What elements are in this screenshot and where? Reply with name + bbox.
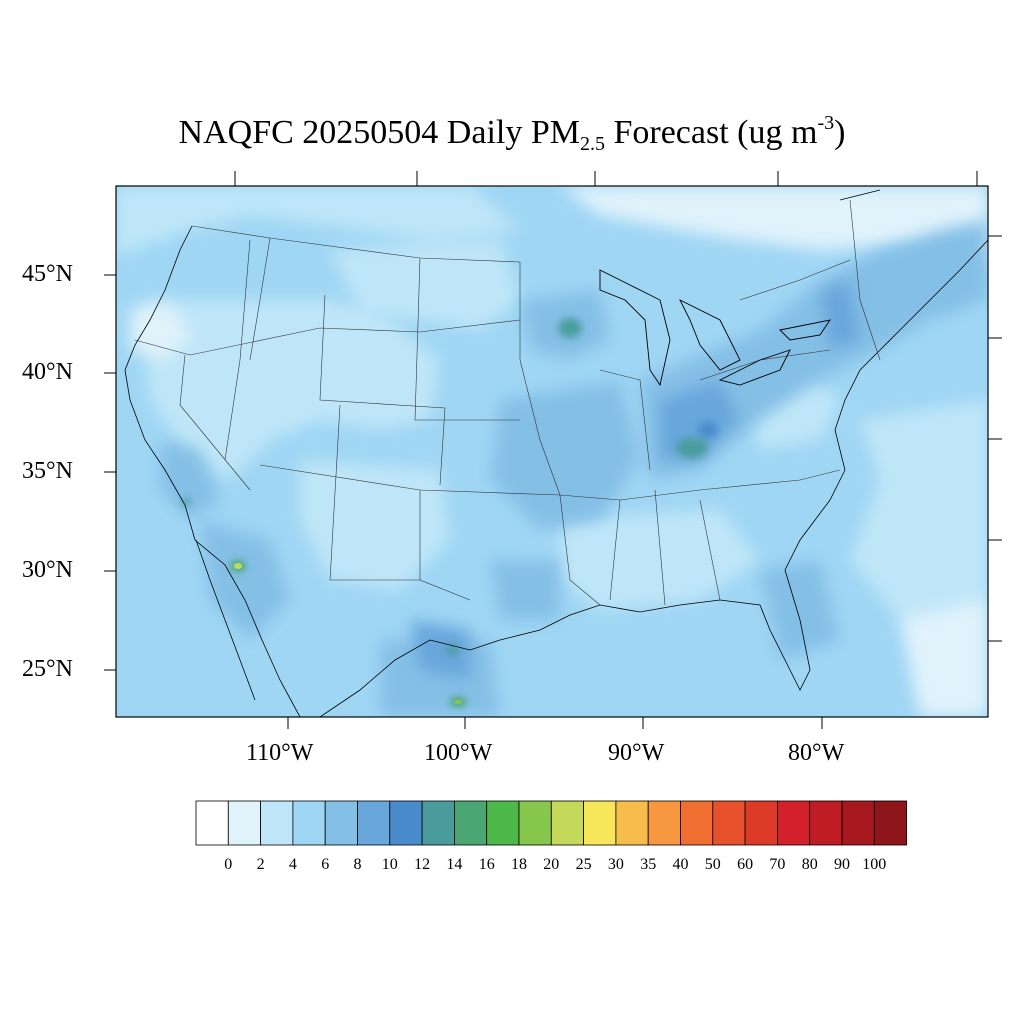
lat-ticks <box>104 274 116 671</box>
colorbar-swatch <box>453 800 488 846</box>
title-subscript: 2.5 <box>579 133 605 155</box>
colorbar-swatch <box>777 800 811 846</box>
title-superscript: -3 <box>817 112 835 134</box>
colorbar-tick-label: 100 <box>862 856 887 873</box>
coastlines <box>124 189 988 717</box>
colorbar-swatch <box>841 800 875 846</box>
colorbar-swatch <box>357 800 391 846</box>
title-middle: Forecast (ug m <box>604 114 818 151</box>
colorbar-swatch <box>518 800 552 846</box>
great-lakes <box>599 269 831 387</box>
lat-label-25: 25°N <box>22 656 73 682</box>
colorbar-tick-label: 14 <box>446 856 463 873</box>
lon-ticks <box>287 717 823 729</box>
colorbar-tick-label: 30 <box>607 856 624 873</box>
colorbar-swatch <box>680 800 714 846</box>
colorbar-tick-label: 50 <box>704 856 721 873</box>
colorbar-swatch <box>583 800 617 846</box>
colorbar-tick-label: 20 <box>543 856 560 873</box>
colorbar-tick-label: 18 <box>511 856 527 873</box>
top-ticks <box>234 171 978 186</box>
colorbar-tick-label: 0 <box>224 856 233 873</box>
colorbar-tick-label: 60 <box>737 856 754 873</box>
colorbar-swatch <box>227 800 262 846</box>
colorbar-swatch <box>195 800 229 846</box>
colorbar-swatch <box>615 800 649 846</box>
colorbar-swatch <box>647 800 681 846</box>
colorbar-tick-label: 25 <box>575 856 592 873</box>
colorbar-swatch <box>550 800 584 846</box>
title-suffix: ) <box>834 114 846 151</box>
colorbar-tick-label: 6 <box>321 856 330 873</box>
lat-label-30: 30°N <box>22 557 73 583</box>
colorbar-swatch <box>712 800 746 846</box>
colorbar-tick-label: 10 <box>381 856 398 873</box>
colorbar <box>195 800 907 846</box>
lat-label-35: 35°N <box>22 458 73 484</box>
colorbar-swatch <box>744 800 778 846</box>
colorbar-swatch <box>873 800 907 846</box>
colorbar-tick-label: 4 <box>288 856 297 873</box>
colorbar-tick-label: 8 <box>353 856 362 873</box>
colorbar-swatch <box>421 800 455 846</box>
colorbar-swatch <box>809 800 843 846</box>
colorbar-swatch <box>260 800 294 846</box>
colorbar-tick-label: 40 <box>672 856 689 873</box>
concentration-field <box>116 186 988 717</box>
lon-label-110w: 110°W <box>246 740 314 766</box>
colorbar-swatch <box>389 800 423 846</box>
title-prefix: NAQFC 20250504 Daily PM <box>178 114 580 151</box>
colorbar-swatch <box>486 800 520 846</box>
colorbar-tick-label: 35 <box>640 856 657 873</box>
colorbar-tick-label: 16 <box>478 856 495 873</box>
lon-label-100w: 100°W <box>424 740 493 766</box>
lat-label-40: 40°N <box>22 359 73 385</box>
right-ticks <box>988 235 1002 642</box>
lon-label-90w: 90°W <box>608 740 665 766</box>
colorbar-swatch <box>292 800 326 846</box>
map-title: NAQFC 20250504 Daily PM2.5 Forecast (ug … <box>0 112 1024 156</box>
colorbar-tick-label: 12 <box>414 856 431 873</box>
colorbar-tick-label: 80 <box>801 856 818 873</box>
map-frame <box>115 185 989 718</box>
colorbar-tick-label: 90 <box>834 856 850 873</box>
colorbar-tick-label: 2 <box>256 856 265 873</box>
colorbar-tick-label: 70 <box>769 856 786 873</box>
colorbar-swatch <box>324 800 358 846</box>
state-borders <box>134 199 881 606</box>
lon-label-80w: 80°W <box>788 740 845 766</box>
lat-label-45: 45°N <box>22 261 73 287</box>
